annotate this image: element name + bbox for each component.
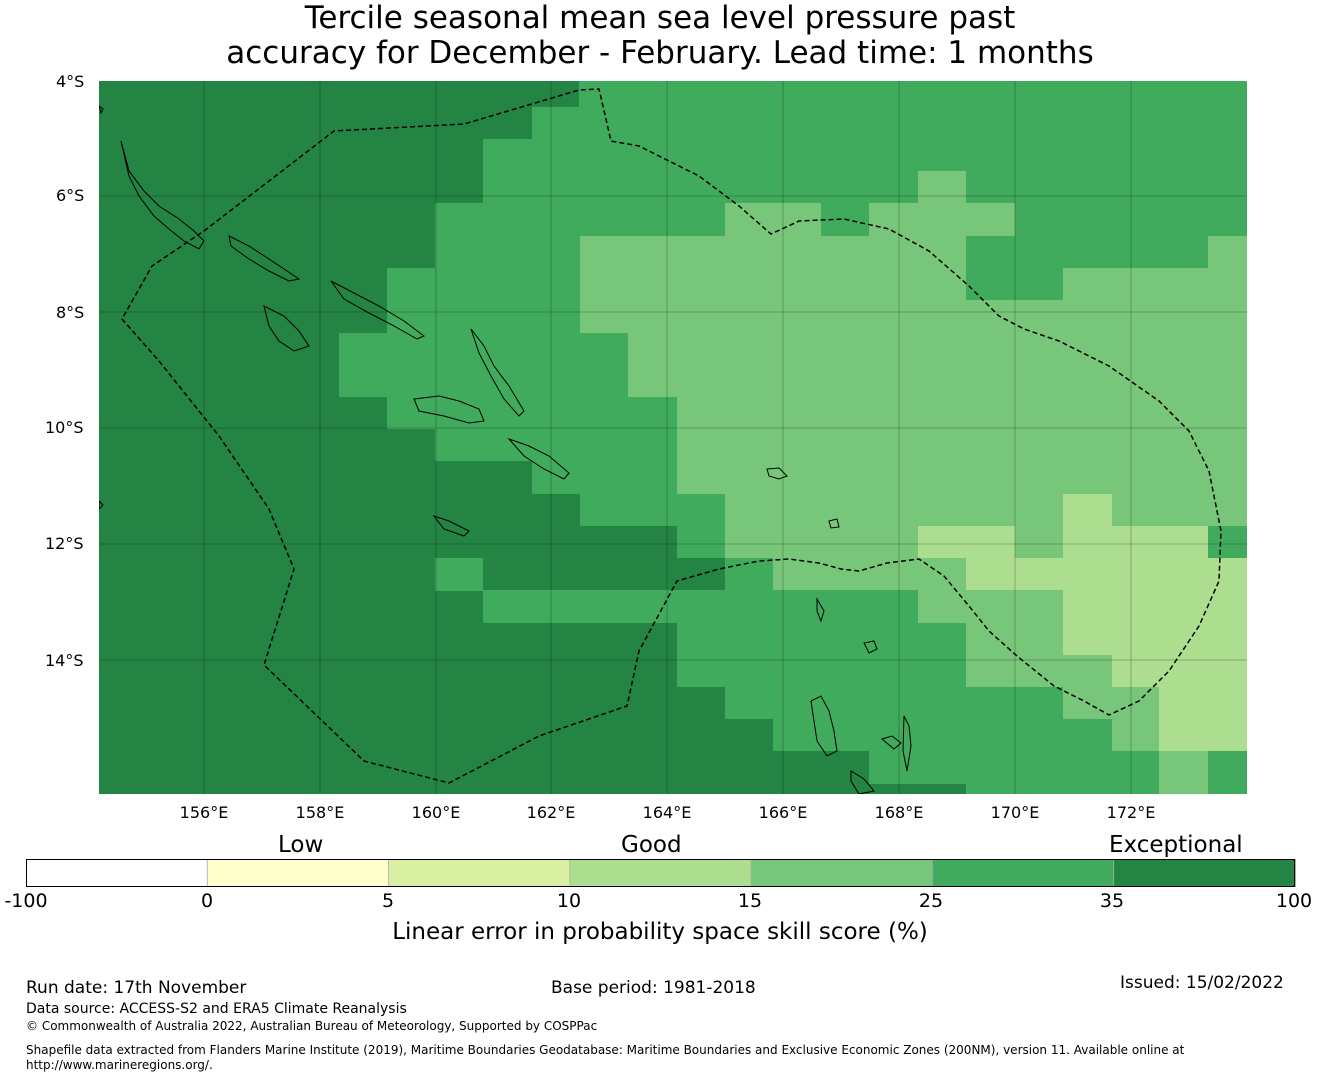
island-malaita	[470, 328, 525, 417]
lon-label-166e: 166°E	[758, 803, 808, 822]
skill-region-35plus-i	[821, 751, 869, 794]
skill-region-10-15	[918, 494, 1247, 751]
colorbar-tick-neg100: -100	[4, 890, 48, 912]
island-espiritu-santo	[810, 695, 838, 757]
colorbar-label-exceptional: Exceptional	[1109, 832, 1243, 858]
skill-region-25-35-k	[1208, 526, 1247, 558]
shapefile-credit-line2: http://www.marineregions.org/.	[26, 1058, 213, 1072]
lat-label-12s: 12°S	[45, 534, 84, 553]
lat-label-6s: 6°S	[56, 186, 85, 205]
lat-label-10s: 10°S	[45, 418, 84, 437]
maritime-boundary	[121, 88, 1222, 784]
colorbar-segment-1	[206, 859, 390, 887]
colorbar-segment-2	[388, 859, 571, 887]
colorbar-title: Linear error in probability space skill …	[392, 919, 928, 945]
colorbar-tick-5: 5	[381, 890, 395, 912]
lon-label-164e: 164°E	[642, 803, 692, 822]
skill-region-25-35-f	[966, 687, 1063, 719]
colorbar-tick-25: 25	[918, 890, 944, 912]
island-small-1	[99, 105, 104, 115]
island-malekula	[880, 735, 902, 750]
coastlines	[99, 105, 912, 794]
colorbar-tick-35: 35	[1099, 890, 1125, 912]
colorbar-segment-3	[569, 859, 753, 887]
colorbar-tick-10: 10	[556, 890, 582, 912]
lat-label-8s: 8°S	[56, 303, 85, 322]
colorbar-segment-6	[1113, 859, 1296, 887]
skill-region-25-35-c	[966, 236, 1063, 300]
chart-title-line1: Tercile seasonal mean sea level pressure…	[304, 0, 1016, 36]
skill-region-35plus-h	[483, 623, 677, 794]
island-new-georgia	[263, 305, 310, 352]
skill-region-35plus-j	[869, 784, 966, 794]
lon-label-158e: 158°E	[295, 803, 345, 822]
lon-label-160e: 160°E	[411, 803, 461, 822]
colorbar-segment-0	[26, 859, 209, 887]
island-small-2	[99, 500, 104, 510]
lon-label-156e: 156°E	[179, 803, 229, 822]
island-vanua-lava	[816, 597, 825, 623]
skill-region-25-35-i	[1112, 751, 1159, 794]
colorbar-label-low: Low	[278, 832, 324, 858]
issued-date: Issued: 15/02/2022	[1120, 973, 1284, 993]
skill-region-35plus-a	[435, 461, 532, 494]
island-guadalcanal	[413, 395, 485, 424]
island-efate	[850, 770, 875, 794]
lon-label-172e: 172°E	[1106, 803, 1156, 822]
skill-region-35plus-c	[435, 526, 483, 558]
colorbar-tick-100: 100	[1275, 890, 1313, 912]
skill-map	[99, 81, 1247, 794]
island-santa-isabel	[330, 280, 425, 340]
skill-region-25-35-d	[821, 590, 918, 655]
colorbar-segment-4	[750, 859, 934, 887]
skill-region-35plus-f	[483, 526, 580, 558]
island-nendo	[766, 467, 788, 480]
lon-label-170e: 170°E	[990, 803, 1040, 822]
colorbar-frame	[26, 859, 1295, 887]
colorbar-tick-15: 15	[737, 890, 763, 912]
shapefile-credit-line1: Shapefile data extracted from Flanders M…	[26, 1043, 1185, 1057]
island-bougainville	[120, 140, 205, 250]
colorbar	[26, 859, 1296, 887]
skill-region-35plus-top	[483, 81, 579, 139]
colorbar-segments	[26, 859, 1296, 887]
chart-title-line2: accuracy for December - February. Lead t…	[226, 35, 1094, 71]
skill-region-25-35-h	[1063, 751, 1112, 794]
island-ambae	[863, 640, 878, 654]
data-source: Data source: ACCESS-S2 and ERA5 Climate …	[26, 1001, 407, 1017]
colorbar-label-good: Good	[621, 832, 682, 858]
island-rennell	[432, 515, 470, 537]
run-date: Run date: 17th November	[26, 978, 247, 998]
island-makira	[507, 437, 570, 480]
base-period: Base period: 1981-2018	[551, 978, 756, 998]
colorbar-tick-0: 0	[200, 890, 214, 912]
island-pentecost	[902, 715, 912, 772]
lat-label-14s: 14°S	[45, 651, 84, 670]
island-torres	[828, 518, 840, 529]
lat-label-4s: 4°S	[56, 72, 85, 91]
copyright: © Commonwealth of Australia 2022, Austra…	[26, 1019, 598, 1033]
colorbar-segment-5	[932, 859, 1115, 887]
skill-cells	[339, 81, 1247, 794]
graticule	[99, 81, 1247, 794]
island-choiseul	[228, 235, 301, 282]
skill-region-25-35-e	[918, 623, 966, 687]
lon-label-162e: 162°E	[526, 803, 576, 822]
lon-label-168e: 168°E	[874, 803, 924, 822]
skill-region-25-35-j	[1208, 751, 1247, 794]
skill-region-15-25-b	[1015, 526, 1063, 558]
